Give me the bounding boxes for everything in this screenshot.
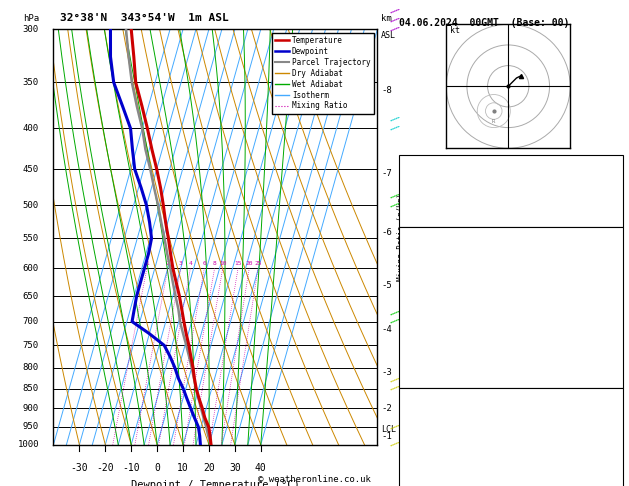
Text: -30: -30 [70,463,88,473]
Text: 15: 15 [234,261,242,266]
Text: 10: 10 [219,261,226,266]
Text: km: km [381,14,392,23]
Text: LCL: LCL [381,425,396,434]
Text: 3: 3 [179,261,182,266]
Text: Mixing Ratio (g/kg): Mixing Ratio (g/kg) [397,193,406,281]
Text: Most Unstable: Most Unstable [474,396,548,405]
Text: 326: 326 [603,302,619,311]
Text: PW (cm): PW (cm) [403,209,440,218]
Text: 350: 350 [23,78,39,87]
Text: /: / [387,123,399,134]
Text: 700: 700 [23,317,39,326]
Text: 18: 18 [608,347,619,357]
Text: R: R [492,120,495,124]
Text: 6: 6 [203,261,206,266]
Text: ASL: ASL [381,31,396,40]
Text: -7: -7 [381,169,392,178]
Text: 950: 950 [23,422,39,432]
Text: -5: -5 [381,281,392,290]
Text: -1: -1 [381,432,392,441]
Text: 1: 1 [614,370,619,380]
Text: 3: 3 [614,325,619,334]
Text: 10: 10 [177,463,189,473]
Text: CAPE (J): CAPE (J) [403,347,445,357]
Text: 500: 500 [23,201,39,210]
Text: -8: -8 [381,86,392,95]
Text: /: / [387,114,399,125]
Text: /: / [387,307,399,318]
Text: 750: 750 [23,341,39,350]
Text: 30: 30 [229,463,241,473]
Text: Lifted Index: Lifted Index [403,463,466,472]
Text: Pressure (mb): Pressure (mb) [403,417,472,427]
Text: Lifted Index: Lifted Index [403,325,466,334]
Text: 2.19: 2.19 [598,209,619,218]
Text: /: / [387,383,399,394]
Text: /: / [387,23,399,35]
Text: 0: 0 [154,463,160,473]
Text: 8: 8 [213,261,216,266]
Text: 450: 450 [23,165,39,174]
Text: 20: 20 [203,463,215,473]
Text: Surface: Surface [491,235,531,243]
Text: 800: 800 [23,363,39,372]
Text: 16.7: 16.7 [598,279,619,288]
Text: 850: 850 [23,384,39,393]
Text: 3: 3 [614,463,619,472]
Text: 300: 300 [23,25,39,34]
Text: K: K [403,163,408,173]
Text: 36: 36 [608,186,619,195]
Text: /: / [387,316,399,327]
Text: 0: 0 [614,163,619,173]
Text: 2: 2 [166,261,170,266]
Text: -3: -3 [381,368,392,377]
Text: /: / [387,6,399,17]
Text: hPa: hPa [23,14,39,23]
Text: 20: 20 [245,261,253,266]
Text: 900: 900 [23,404,39,413]
Text: 04.06.2024  00GMT  (Base: 00): 04.06.2024 00GMT (Base: 00) [399,18,570,29]
Text: 326: 326 [603,440,619,450]
Text: CIN (J): CIN (J) [403,370,440,380]
Text: 1: 1 [145,261,148,266]
Text: θₑ (K): θₑ (K) [403,440,435,450]
Text: 1000: 1000 [18,440,39,449]
Text: Dewp (°C): Dewp (°C) [403,279,450,288]
Text: θₑ(K): θₑ(K) [403,302,430,311]
Text: 400: 400 [23,124,39,133]
Text: -2: -2 [381,404,392,413]
Text: © weatheronline.co.uk: © weatheronline.co.uk [258,474,371,484]
Text: -10: -10 [123,463,140,473]
Text: Temp (°C): Temp (°C) [403,256,450,265]
Text: 32°38'N  343°54'W  1m ASL: 32°38'N 343°54'W 1m ASL [60,13,229,23]
Text: 25: 25 [254,261,262,266]
Text: 40: 40 [255,463,267,473]
Legend: Temperature, Dewpoint, Parcel Trajectory, Dry Adiabat, Wet Adiabat, Isotherm, Mi: Temperature, Dewpoint, Parcel Trajectory… [272,33,374,114]
Text: -20: -20 [96,463,114,473]
Text: 20.8: 20.8 [598,256,619,265]
Text: 1016: 1016 [598,417,619,427]
Text: -4: -4 [381,325,392,334]
Text: /: / [387,439,399,451]
Text: /: / [387,15,399,26]
Text: 600: 600 [23,264,39,273]
Text: /: / [387,200,399,211]
Text: 550: 550 [23,234,39,243]
Text: /: / [387,421,399,433]
Text: 4: 4 [189,261,192,266]
Text: kt: kt [450,26,460,35]
Text: /: / [387,191,399,202]
Text: Totals Totals: Totals Totals [403,186,472,195]
Text: -6: -6 [381,227,392,237]
Text: /: / [387,374,399,385]
Text: 650: 650 [23,292,39,300]
Text: Dewpoint / Temperature (°C): Dewpoint / Temperature (°C) [131,480,300,486]
